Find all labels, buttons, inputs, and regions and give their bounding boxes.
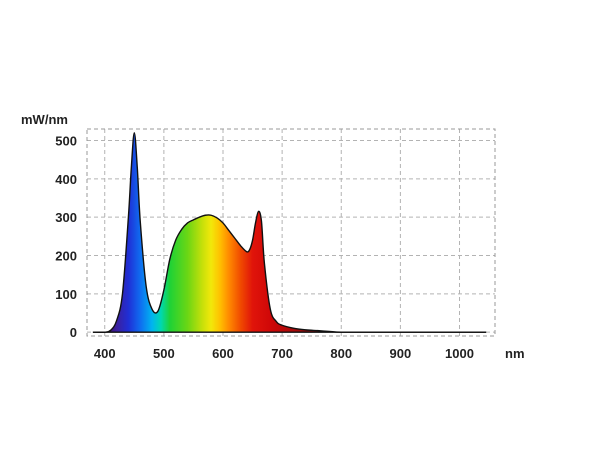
plot-frame: [86, 128, 496, 337]
plot-border: [86, 128, 496, 337]
spectrum-curve: [92, 132, 487, 334]
y-tick-label: 300: [55, 210, 77, 225]
x-tick-label: 400: [94, 346, 116, 361]
spectrum-area-layer: [92, 132, 487, 334]
x-axis-label: nm: [505, 346, 525, 361]
y-tick-label: 400: [55, 172, 77, 187]
x-tick-label: 700: [271, 346, 293, 361]
y-tick-label: 0: [70, 325, 77, 340]
x-tick-label: 800: [330, 346, 352, 361]
tick-labels: 400 500 600 700 800 900 1000 0 100 200 300 400 500: [55, 134, 474, 362]
x-tick-label: 900: [390, 346, 412, 361]
x-tick-label: 500: [153, 346, 175, 361]
y-tick-label: 200: [55, 249, 77, 264]
x-tick-label: 1000: [445, 346, 474, 361]
y-axis-label: mW/nm: [21, 112, 68, 127]
y-tick-label: 100: [55, 287, 77, 302]
x-tick-label: 600: [212, 346, 234, 361]
y-tick-label: 500: [55, 134, 77, 149]
spectrum-area: [92, 132, 487, 333]
